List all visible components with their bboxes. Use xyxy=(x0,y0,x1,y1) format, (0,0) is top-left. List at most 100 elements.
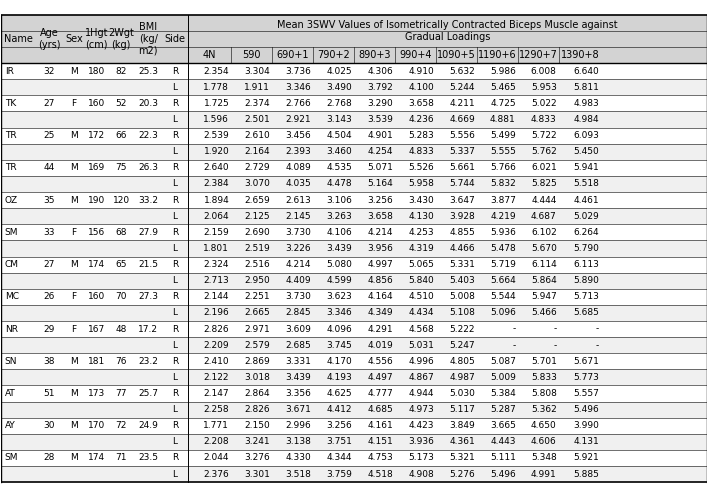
Bar xyxy=(1,369,707,385)
Text: 3.263: 3.263 xyxy=(326,212,352,221)
Text: 5.348: 5.348 xyxy=(531,454,556,462)
Text: 27.3: 27.3 xyxy=(138,292,158,301)
Text: 4.319: 4.319 xyxy=(408,244,434,253)
Text: -: - xyxy=(513,325,515,334)
Text: 5.030: 5.030 xyxy=(449,389,475,398)
Text: 3.658: 3.658 xyxy=(367,212,393,221)
Text: 6.093: 6.093 xyxy=(573,131,599,140)
Text: 5.719: 5.719 xyxy=(490,260,515,269)
Text: 5.773: 5.773 xyxy=(573,373,599,382)
Text: 3.849: 3.849 xyxy=(449,421,475,430)
Text: 173: 173 xyxy=(88,389,105,398)
Text: 27.9: 27.9 xyxy=(138,228,158,237)
Text: 3.736: 3.736 xyxy=(285,67,311,76)
Text: 2.659: 2.659 xyxy=(245,196,270,205)
Text: 4.019: 4.019 xyxy=(367,340,393,350)
Text: -: - xyxy=(596,340,599,350)
Text: 23.2: 23.2 xyxy=(138,357,158,366)
Text: R: R xyxy=(172,99,178,108)
Text: 2Wgt
(kg): 2Wgt (kg) xyxy=(108,28,134,50)
Text: 3.759: 3.759 xyxy=(326,469,352,479)
Text: 4.687: 4.687 xyxy=(531,212,556,221)
Text: 3.539: 3.539 xyxy=(367,115,393,124)
Text: 2.150: 2.150 xyxy=(245,421,270,430)
Text: 4.599: 4.599 xyxy=(326,276,352,285)
Text: 3.256: 3.256 xyxy=(326,421,352,430)
Text: 6.264: 6.264 xyxy=(573,228,599,237)
Text: 4.025: 4.025 xyxy=(327,67,352,76)
Text: 4.753: 4.753 xyxy=(367,454,393,462)
Text: 2.640: 2.640 xyxy=(204,163,229,172)
Text: 5.087: 5.087 xyxy=(490,357,515,366)
Text: 890+3: 890+3 xyxy=(358,50,391,60)
Text: 28: 28 xyxy=(44,454,55,462)
Text: L: L xyxy=(173,405,177,414)
Text: 68: 68 xyxy=(115,228,127,237)
Text: 4.805: 4.805 xyxy=(449,357,475,366)
Text: 4.409: 4.409 xyxy=(286,276,311,285)
Text: 3.751: 3.751 xyxy=(326,437,352,446)
Text: 1290+7: 1290+7 xyxy=(519,50,558,60)
Text: 4.151: 4.151 xyxy=(367,437,393,446)
Text: 2.122: 2.122 xyxy=(204,373,229,382)
Text: 3.792: 3.792 xyxy=(367,83,393,92)
Text: 5.244: 5.244 xyxy=(450,83,475,92)
Text: 5.840: 5.840 xyxy=(408,276,434,285)
Text: 4.434: 4.434 xyxy=(409,308,434,317)
Text: L: L xyxy=(173,437,177,446)
Text: 3.730: 3.730 xyxy=(285,292,311,301)
Text: 4.855: 4.855 xyxy=(449,228,475,237)
Text: 4.214: 4.214 xyxy=(368,228,393,237)
Text: R: R xyxy=(172,228,178,237)
Text: 76: 76 xyxy=(115,357,127,366)
Text: 71: 71 xyxy=(115,454,127,462)
Text: 4.466: 4.466 xyxy=(449,244,475,253)
Text: 5.722: 5.722 xyxy=(531,131,556,140)
Text: 3.430: 3.430 xyxy=(408,196,434,205)
Text: 3.346: 3.346 xyxy=(326,308,352,317)
Text: 2.258: 2.258 xyxy=(204,405,229,414)
Text: 4.193: 4.193 xyxy=(326,373,352,382)
Text: 120: 120 xyxy=(112,196,130,205)
Text: 23.5: 23.5 xyxy=(138,454,158,462)
Text: 5.661: 5.661 xyxy=(449,163,475,172)
Text: M: M xyxy=(70,163,78,172)
Text: 5.825: 5.825 xyxy=(531,180,556,188)
Text: 4.253: 4.253 xyxy=(408,228,434,237)
Text: Sex: Sex xyxy=(65,34,83,44)
Text: 52: 52 xyxy=(115,99,127,108)
Text: 5.555: 5.555 xyxy=(490,147,515,156)
Text: M: M xyxy=(70,389,78,398)
Text: 2.690: 2.690 xyxy=(245,228,270,237)
Text: 3.331: 3.331 xyxy=(285,357,311,366)
Text: 167: 167 xyxy=(88,325,105,334)
Text: R: R xyxy=(172,389,178,398)
Text: 2.354: 2.354 xyxy=(204,67,229,76)
Text: MC: MC xyxy=(5,292,19,301)
Text: 4.991: 4.991 xyxy=(531,469,556,479)
Text: 2.164: 2.164 xyxy=(245,147,270,156)
Bar xyxy=(1,15,707,63)
Text: 3.290: 3.290 xyxy=(367,99,393,108)
Text: 6.114: 6.114 xyxy=(531,260,556,269)
Text: 3.138: 3.138 xyxy=(285,437,311,446)
Text: Name: Name xyxy=(4,34,33,44)
Text: NR: NR xyxy=(5,325,18,334)
Text: Side: Side xyxy=(165,34,185,44)
Text: M: M xyxy=(70,421,78,430)
Text: 5.958: 5.958 xyxy=(408,180,434,188)
Text: 990+4: 990+4 xyxy=(399,50,432,60)
Bar xyxy=(1,79,707,95)
Text: 20.3: 20.3 xyxy=(138,99,158,108)
Text: 4.219: 4.219 xyxy=(490,212,515,221)
Text: 2.950: 2.950 xyxy=(245,276,270,285)
Text: 4.035: 4.035 xyxy=(286,180,311,188)
Text: 2.579: 2.579 xyxy=(245,340,270,350)
Text: 6.102: 6.102 xyxy=(531,228,556,237)
Text: 4.833: 4.833 xyxy=(408,147,434,156)
Text: 5.670: 5.670 xyxy=(531,244,556,253)
Text: 2.324: 2.324 xyxy=(204,260,229,269)
Text: 5.556: 5.556 xyxy=(449,131,475,140)
Text: 6.021: 6.021 xyxy=(531,163,556,172)
Text: 3.256: 3.256 xyxy=(367,196,393,205)
